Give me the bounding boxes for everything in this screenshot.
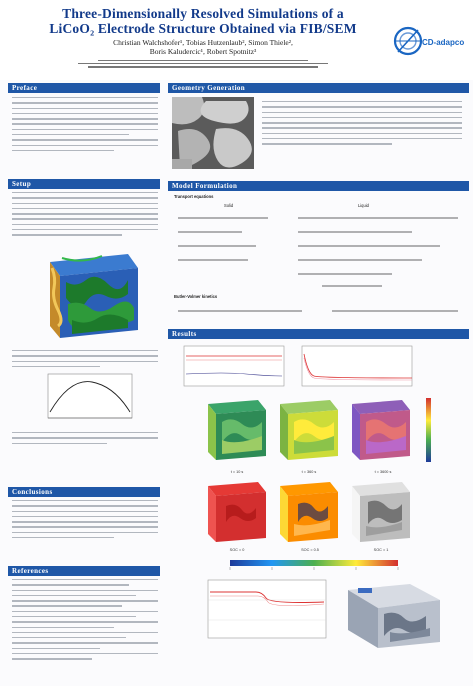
section-preface: Preface — [8, 83, 160, 93]
discharge-curve-plot — [47, 373, 133, 419]
affiliations — [8, 58, 398, 68]
temperature-colorbar — [426, 398, 431, 462]
butler-volmer-label: Butler-Volmer kinetics — [174, 294, 218, 299]
poster-title: Three-Dimensionally Resolved Simulations… — [8, 6, 398, 36]
section-references: References — [8, 566, 160, 576]
results-plot-voltage — [183, 345, 285, 387]
solid-label: Solid — [224, 203, 234, 208]
references-list — [12, 579, 158, 664]
fib-sem-image — [172, 97, 254, 169]
logo-text: CD-adapco — [422, 38, 465, 47]
setup-text-2 — [12, 350, 158, 371]
label-temp-2: t = 360 s — [301, 470, 317, 474]
cd-adapco-logo-icon — [393, 26, 423, 56]
electrode-3d-figure — [50, 254, 138, 338]
butler-volmer-equations — [178, 310, 458, 312]
label-temp-1: t = 10 s — [230, 470, 244, 474]
label-soc-1: SOC = 0 — [229, 548, 245, 552]
title-line-2: LiCoO₂ Electrode Structure Obtained via … — [49, 21, 357, 36]
title-line-1: Three-Dimensionally Resolved Simulations… — [62, 6, 344, 21]
model-equations — [178, 217, 458, 287]
geometry-text — [262, 101, 462, 149]
poster-header: Three-Dimensionally Resolved Simulations… — [0, 0, 473, 80]
authors-line-1: Christian Walchshofer¹, Tobias Hutzenlau… — [113, 38, 293, 47]
soc-colorbar — [229, 560, 399, 570]
results-plot-bottom — [207, 579, 327, 639]
setup-text — [12, 192, 158, 240]
section-model: Model Formulation — [168, 181, 469, 191]
label-temp-3: t = 3600 s — [374, 470, 392, 474]
electrode-slice-image — [348, 584, 440, 648]
preface-text — [12, 97, 158, 155]
label-soc-2: SOC = 0.5 — [301, 548, 319, 552]
transport-label: Transport equations — [174, 194, 214, 199]
label-soc-3: SOC = 1 — [373, 548, 389, 552]
setup-text-3 — [12, 432, 158, 448]
conclusions-text — [12, 500, 158, 542]
section-geometry: Geometry Generation — [168, 83, 469, 93]
authors-line-2: Boris Kaludercic¹, Robert Spotnitz³ — [149, 47, 257, 56]
poster-authors: Christian Walchshofer¹, Tobias Hutzenlau… — [8, 38, 398, 56]
section-setup: Setup — [8, 179, 160, 189]
soc-cubes — [208, 482, 410, 542]
section-conclusions: Conclusions — [8, 487, 160, 497]
results-plot-current — [301, 345, 413, 387]
section-results: Results — [168, 329, 469, 339]
liquid-label: Liquid — [358, 203, 369, 208]
temperature-cubes — [208, 400, 410, 460]
